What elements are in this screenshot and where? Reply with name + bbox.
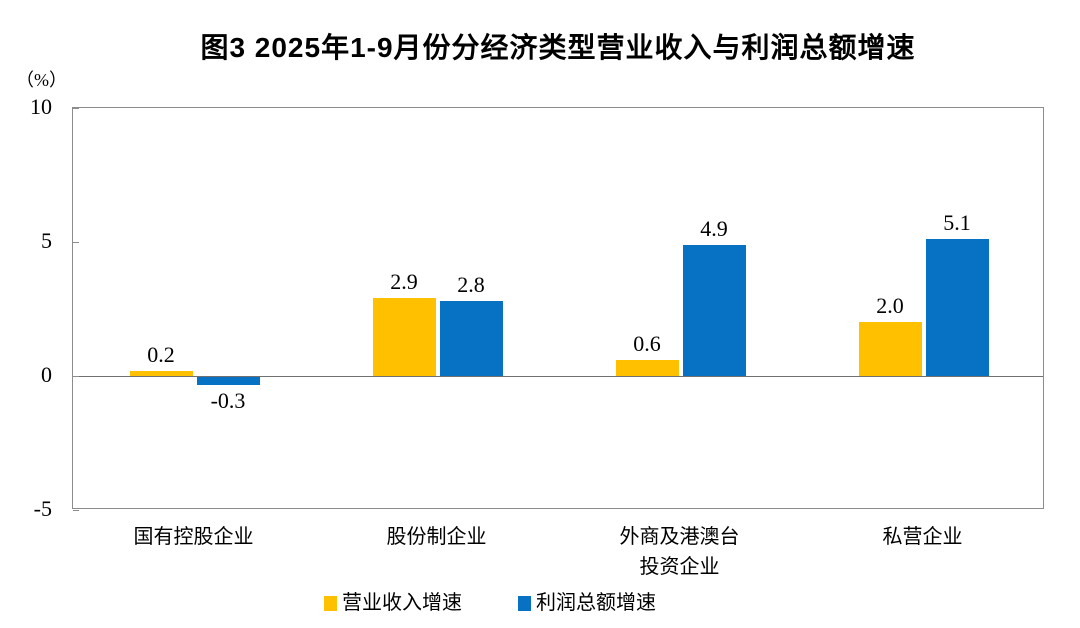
bar-营业收入增速-股份制企业 — [372, 298, 436, 376]
bar-营业收入增速-外商及港澳台投资企业 — [615, 359, 679, 376]
legend-item-营业收入增速: 营业收入增速 — [324, 593, 462, 613]
bar-value-label: 2.8 — [457, 271, 485, 297]
bar-利润总额增速-私营企业 — [925, 239, 989, 376]
bar-value-label: 5.1 — [943, 210, 971, 236]
y-axis-tick-mark — [73, 376, 79, 377]
legend-swatch-icon — [518, 595, 531, 611]
legend-label: 营业收入增速 — [342, 592, 462, 614]
y-axis-tick-label: 10 — [30, 94, 52, 119]
y-axis-tick-label: 0 — [41, 362, 52, 387]
chart-legend: 营业收入增速 利润总额增速 — [0, 593, 980, 613]
x-axis-category-label: 私营企业 — [882, 526, 963, 548]
bar-营业收入增速-国有控股企业 — [129, 370, 193, 376]
legend-item-利润总额增速: 利润总额增速 — [518, 593, 656, 613]
y-axis-tick-label: 5 — [41, 228, 52, 253]
bar-value-label: -0.3 — [210, 388, 246, 414]
chart-title: 图3 2025年1-9月份分经济类型营业收入与利润总额增速 — [200, 32, 916, 63]
y-axis-tick-mark — [73, 108, 79, 109]
x-axis-category-label: 股份制企业 — [386, 526, 487, 548]
bar-value-label: 0.6 — [633, 330, 661, 356]
bar-value-label: 4.9 — [700, 215, 728, 241]
bar-利润总额增速-股份制企业 — [439, 300, 503, 376]
x-axis-category-label: 外商及港澳台 投资企业 — [619, 526, 740, 578]
bar-value-label: 0.2 — [147, 341, 175, 367]
y-axis-tick-mark — [73, 510, 79, 511]
legend-label: 利润总额增速 — [536, 592, 656, 614]
zero-axis-line — [73, 376, 1043, 377]
bar-利润总额增速-外商及港澳台投资企业 — [682, 244, 746, 376]
y-axis-unit-label: （%） — [16, 70, 67, 90]
bar-value-label: 2.0 — [876, 293, 904, 319]
plot-area: 0.2 -0.3 2.9 2.8 0.6 4.9 2.0 5.1 — [72, 107, 1044, 511]
legend-swatch-icon — [324, 595, 337, 611]
x-axis-category-label: 国有控股企业 — [133, 526, 254, 548]
y-axis-tick-label: -5 — [33, 496, 52, 521]
bar-营业收入增速-私营企业 — [858, 322, 922, 376]
bar-利润总额增速-国有控股企业 — [196, 377, 260, 386]
bar-value-label: 2.9 — [390, 269, 418, 295]
y-axis-tick-mark — [73, 242, 79, 243]
